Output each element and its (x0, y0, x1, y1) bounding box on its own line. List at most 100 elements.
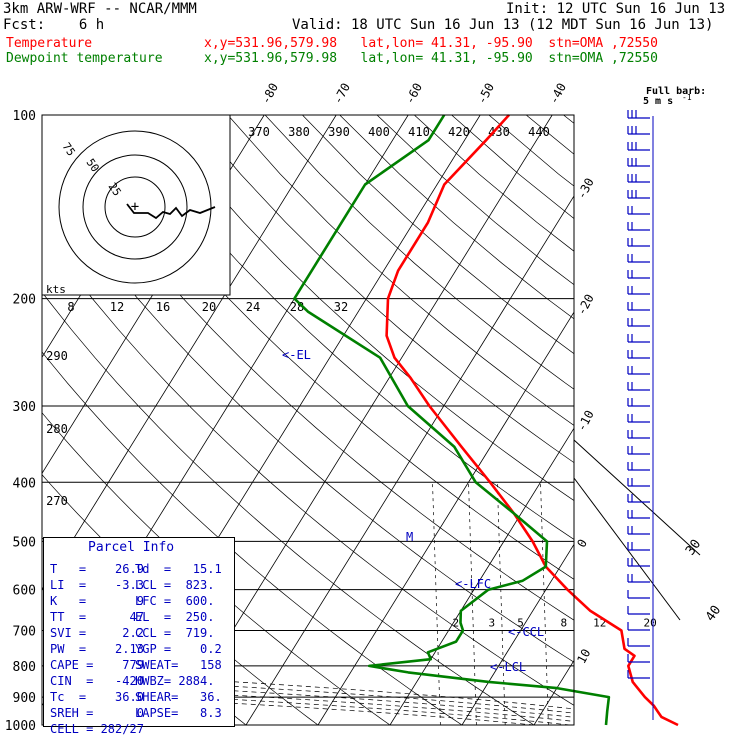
panel-edge (573, 439, 701, 556)
parcel-info-value: LFC = 600. (135, 594, 215, 608)
mixing-ratio-line (496, 482, 506, 725)
parcel-info-value: CAPE = 779 (50, 658, 144, 672)
mixing-ratio-label: 5 (517, 617, 524, 630)
mixing-ratio-line (432, 482, 441, 725)
theta-left-label: 290 (46, 349, 68, 363)
isotherm-line (42, 115, 337, 591)
mixing-ratio-label: 3 (488, 617, 495, 630)
isotherm-label: 30 (683, 537, 704, 558)
dry-adiabat (451, 115, 574, 219)
speed-tick-label: 12 (110, 300, 124, 314)
valid-time: Valid: 18 UTC Sun 16 Jun 13 (12 MDT Sun … (292, 17, 714, 33)
theta-top-label: 390 (328, 125, 350, 139)
hodograph-ring (104, 176, 166, 238)
mixing-ratio-label: 2 (452, 617, 459, 630)
hodograph-frame (41, 114, 231, 296)
dry-adiabat (264, 115, 574, 390)
plot-frame (41, 114, 575, 726)
model-title: 3km ARW-WRF -- NCAR/MMM (3, 1, 197, 17)
theta-top-label: 410 (408, 125, 430, 139)
parcel-info-title: Parcel Info (88, 540, 175, 555)
isotherm-line (461, 543, 574, 725)
wind-legend-unit-exponent: -1 (682, 93, 692, 102)
parcel-info-value: EL = 250. (135, 610, 215, 624)
parcel-info-value: CELL = 282/27 (50, 722, 144, 736)
mixing-ratio-line (627, 482, 635, 725)
pressure-tick-label: 500 (13, 535, 36, 550)
forecast-hour: Fcst: 6 h (3, 17, 105, 33)
parcel-info-box (43, 537, 235, 727)
isotherm-label: -30 (574, 176, 597, 202)
isotherm-label: -70 (330, 81, 353, 107)
level-label: M (406, 530, 413, 544)
level-label: <-CCL (508, 625, 544, 639)
dry-adiabat (525, 115, 574, 155)
isotherm-label: 0 (574, 537, 590, 550)
isotherm-label: 10 (574, 647, 593, 666)
parcel-info-value: CIN = -420 (50, 674, 144, 688)
theta-top-label: 370 (248, 125, 270, 139)
parcel-info-value: CCL = 719. (135, 626, 215, 640)
isotherm-line (317, 311, 574, 725)
parcel-info-value: LCL = 823. (135, 578, 215, 592)
temperature-profile (385, 114, 679, 727)
theta-top-label: 430 (488, 125, 510, 139)
parcel-info-value: T = 26.9 (50, 562, 144, 576)
speed-tick-label: 20 (202, 300, 216, 314)
moist-adiabat (42, 675, 574, 714)
pressure-tick-label: 400 (13, 476, 36, 491)
parcel-info-value: HWBZ= 2884. (135, 674, 215, 688)
parcel-info-value: YGP = 0.2 (135, 642, 222, 656)
speed-tick-label: 32 (334, 300, 348, 314)
temperature-legend-label: Temperature (6, 36, 93, 51)
isotherm-line (533, 659, 574, 725)
isotherm-label: -20 (574, 292, 597, 318)
pressure-tick-label: 700 (13, 625, 36, 640)
isotherm-label: -40 (546, 81, 569, 107)
dewpoint-location-info: x,y=531.96,579.98 lat,lon= 41.31, -95.90… (204, 51, 658, 66)
hodograph-ring (58, 130, 212, 284)
hodograph-origin-marker: + (131, 199, 139, 215)
isotherm-label: -60 (402, 81, 425, 107)
dewpoint-profile (293, 114, 611, 726)
parcel-info-value: SWEAT= 158 (135, 658, 222, 672)
isotherm-label: 40 (703, 603, 724, 624)
mixing-ratio-line (540, 482, 549, 725)
temperature-location-info: x,y=531.96,579.98 lat,lon= 41.31, -95.90… (204, 36, 658, 51)
isotherm-line (173, 115, 553, 725)
dewpoint-legend-label: Dewpoint temperature (6, 51, 163, 66)
parcel-info-value: TT = 47 (50, 610, 144, 624)
parcel-info-value: PW = 2.13 (50, 642, 144, 656)
parcel-info-value: SVI = 2.2 (50, 626, 144, 640)
dry-adiabat (78, 115, 574, 580)
parcel-info-value: K = 9 (50, 594, 144, 608)
isotherm-label: -80 (258, 81, 281, 107)
mixing-ratio-label: 20 (644, 617, 657, 630)
dry-adiabat (152, 115, 574, 501)
isotherm-line (606, 115, 740, 725)
init-time: Init: 12 UTC Sun 16 Jun 13 (506, 1, 726, 17)
dry-adiabat (115, 115, 574, 540)
parcel-info-value: SREH = 0 (50, 706, 144, 720)
speed-tick-label: 16 (156, 300, 170, 314)
pressure-tick-label: 1000 (5, 719, 36, 734)
theta-top-label: 420 (448, 125, 470, 139)
isotherm-line (389, 427, 574, 725)
dry-adiabat (42, 115, 574, 621)
parcel-info-value: LAPSE= 8.3 (135, 706, 222, 720)
hodograph-axis-label: kts (46, 283, 66, 296)
pressure-tick-label: 200 (13, 293, 36, 308)
theta-top-label: 400 (368, 125, 390, 139)
parcel-info-value: LI = -3.3 (50, 578, 144, 592)
dry-adiabat (190, 115, 574, 464)
theta-top-label: 380 (288, 125, 310, 139)
isotherm-label: -50 (474, 81, 497, 107)
hodograph-ring-label: 75 (60, 140, 78, 158)
pressure-tick-label: 100 (13, 109, 36, 124)
isotherm-line (678, 115, 740, 725)
dry-adiabat (339, 115, 574, 320)
dry-adiabat (42, 173, 574, 663)
moist-adiabat (42, 671, 574, 710)
pressure-tick-label: 900 (13, 691, 36, 706)
theta-left-label: 280 (46, 422, 68, 436)
